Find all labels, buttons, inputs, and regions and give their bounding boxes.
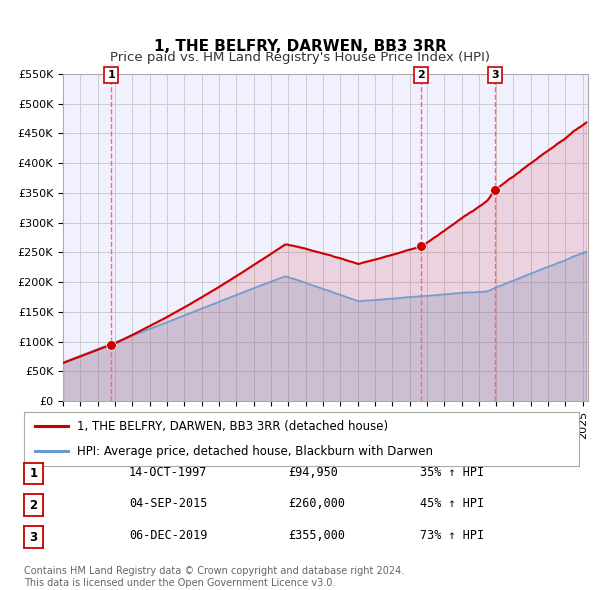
Text: HPI: Average price, detached house, Blackburn with Darwen: HPI: Average price, detached house, Blac… [77,445,433,458]
Text: 2: 2 [29,499,38,512]
Text: £260,000: £260,000 [288,497,345,510]
Text: 2: 2 [417,70,425,80]
Text: 1, THE BELFRY, DARWEN, BB3 3RR (detached house): 1, THE BELFRY, DARWEN, BB3 3RR (detached… [77,420,388,433]
Text: 14-OCT-1997: 14-OCT-1997 [129,466,208,478]
Text: 3: 3 [491,70,499,80]
Text: 1: 1 [107,70,115,80]
Text: £355,000: £355,000 [288,529,345,542]
Text: Price paid vs. HM Land Registry's House Price Index (HPI): Price paid vs. HM Land Registry's House … [110,51,490,64]
Text: Contains HM Land Registry data © Crown copyright and database right 2024.
This d: Contains HM Land Registry data © Crown c… [24,566,404,588]
Text: £94,950: £94,950 [288,466,338,478]
Text: 45% ↑ HPI: 45% ↑ HPI [420,497,484,510]
Text: 04-SEP-2015: 04-SEP-2015 [129,497,208,510]
Text: 06-DEC-2019: 06-DEC-2019 [129,529,208,542]
Text: 73% ↑ HPI: 73% ↑ HPI [420,529,484,542]
Text: 35% ↑ HPI: 35% ↑ HPI [420,466,484,478]
Text: 1: 1 [29,467,38,480]
Text: 3: 3 [29,530,38,544]
Text: 1, THE BELFRY, DARWEN, BB3 3RR: 1, THE BELFRY, DARWEN, BB3 3RR [154,40,446,54]
